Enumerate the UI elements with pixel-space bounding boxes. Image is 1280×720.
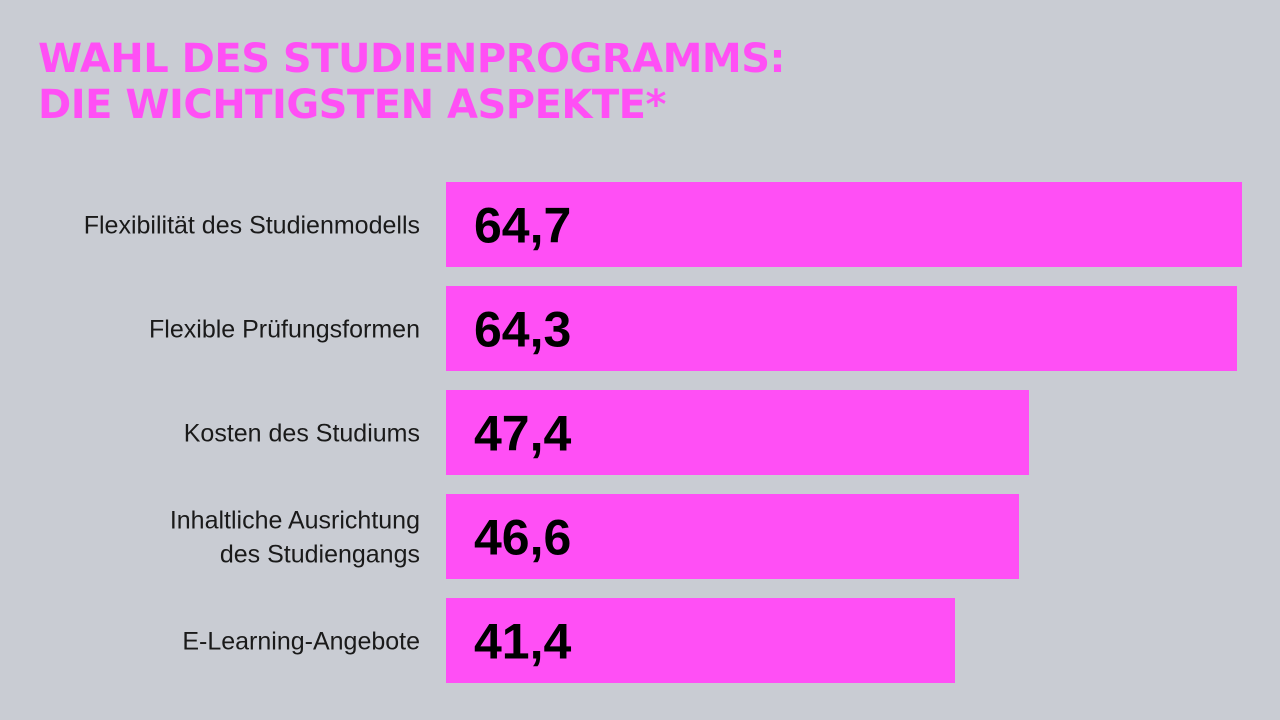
category-label-5: E-Learning-Angebote <box>182 628 420 656</box>
value-label-1: 64,7 <box>474 198 571 254</box>
category-label-4-line-2: des Studiengangs <box>220 541 420 569</box>
category-label-2: Flexible Prüfungsformen <box>149 316 420 344</box>
value-label-2: 64,3 <box>474 302 571 358</box>
value-label-4: 46,6 <box>474 510 571 566</box>
category-label-3: Kosten des Studiums <box>184 420 420 448</box>
bar-4 <box>446 494 1019 579</box>
category-label-1: Flexibilität des Studienmodells <box>84 212 420 240</box>
bar-2 <box>446 286 1237 371</box>
value-label-5: 41,4 <box>474 614 572 670</box>
bar-1 <box>446 182 1242 267</box>
bar-3 <box>446 390 1029 475</box>
chart-title-line-2: DIE WICHTIGSTEN ASPEKTE* <box>38 82 666 128</box>
bar-5 <box>446 598 955 683</box>
chart-title: WAHL DES STUDIENPROGRAMMS: DIE WICHTIGST… <box>38 36 786 128</box>
value-label-3: 47,4 <box>474 406 572 462</box>
chart-title-line-1: WAHL DES STUDIENPROGRAMMS: <box>38 36 786 82</box>
category-label-4-line-1: Inhaltliche Ausrichtung <box>170 507 420 535</box>
